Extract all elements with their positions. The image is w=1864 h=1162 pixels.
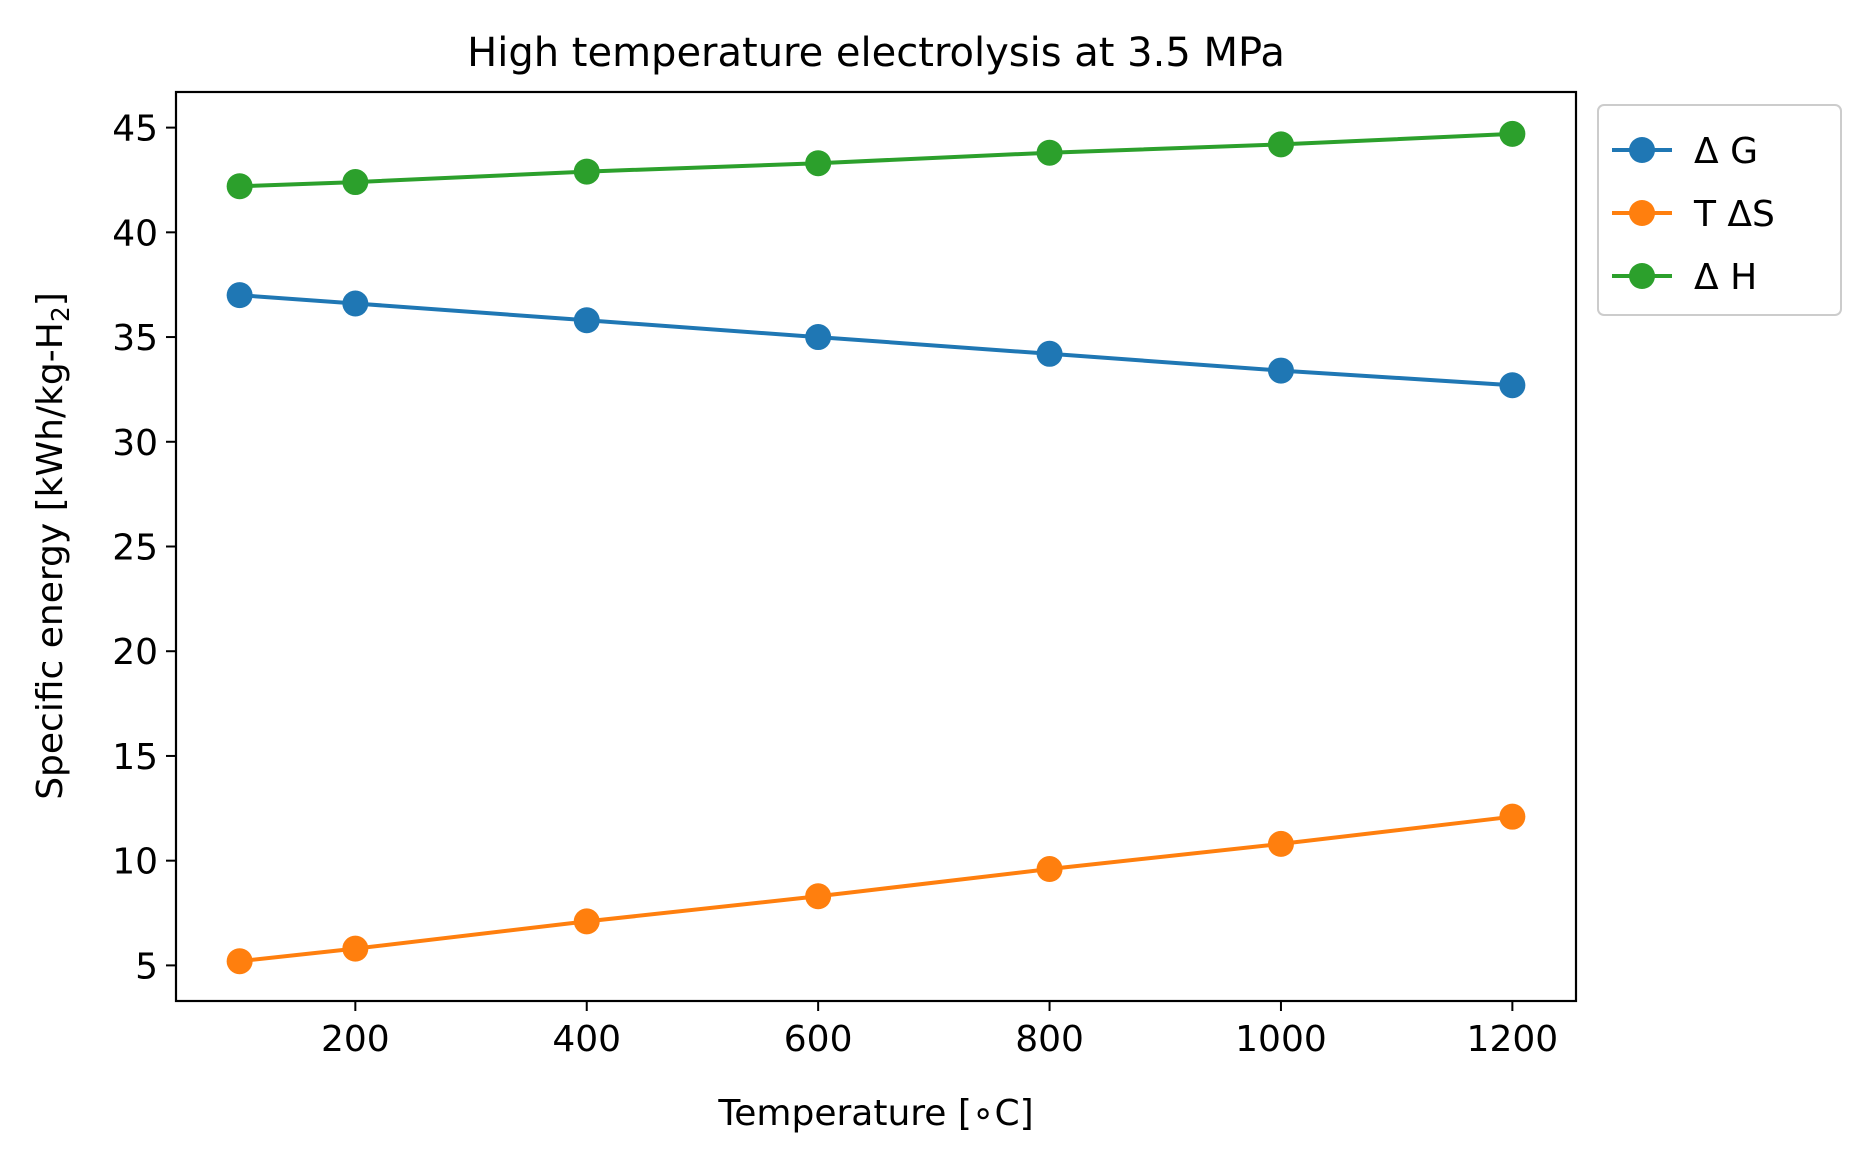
data-point [1499, 803, 1526, 830]
y-axis-label: Specific energy [kWh/kg-H2] [30, 292, 75, 800]
data-point [573, 908, 600, 935]
data-point [1036, 340, 1063, 367]
legend-items: Δ G T ΔS Δ H [1612, 131, 1775, 298]
legend-box [1597, 104, 1842, 316]
legend-item: Δ H [1612, 257, 1757, 298]
data-point [226, 282, 253, 309]
x-axis-label: Temperature [∘C] [717, 1093, 1033, 1134]
legend-label: Δ H [1694, 257, 1757, 298]
x-tick-label: 600 [784, 1019, 853, 1060]
x-tick-label: 1200 [1467, 1019, 1559, 1060]
x-tick-label: 1000 [1235, 1019, 1327, 1060]
plot-area [226, 120, 1526, 975]
legend-item: T ΔS [1612, 194, 1775, 235]
chart-title: High temperature electrolysis at 3.5 MPa [467, 30, 1285, 76]
y-tick-label: 20 [112, 632, 158, 673]
data-point [1267, 131, 1294, 158]
data-point [1267, 830, 1294, 857]
legend-label: Δ G [1694, 131, 1758, 172]
x-tick-label: 400 [552, 1019, 621, 1060]
data-point [805, 150, 832, 177]
legend-label: T ΔS [1693, 194, 1775, 235]
y-axis: 5 10 15 20 25 30 35 40 45 [112, 109, 176, 987]
legend-item: Δ G [1612, 131, 1758, 172]
data-point [342, 935, 369, 962]
y-tick-label: 30 [112, 423, 158, 464]
data-point [805, 324, 832, 351]
y-tick-label: 45 [112, 109, 158, 150]
y-tick-label: 5 [135, 946, 158, 987]
data-point [805, 883, 832, 910]
y-axis-label-main: Specific energy [kWh/kg-H [30, 322, 71, 800]
data-point [342, 290, 369, 317]
data-point [1267, 357, 1294, 384]
data-point [226, 173, 253, 200]
data-point [1036, 856, 1063, 883]
legend-marker [1629, 263, 1655, 289]
data-point [1036, 139, 1063, 166]
series-1 [226, 282, 1526, 399]
series-3 [226, 120, 1526, 200]
data-point [573, 158, 600, 185]
x-tick-label: 200 [321, 1019, 390, 1060]
x-axis: 200 400 600 800 1000 1200 [321, 1001, 1558, 1060]
data-point [573, 307, 600, 334]
series-2 [226, 803, 1526, 975]
y-tick-label: 25 [112, 528, 158, 569]
data-point [342, 169, 369, 196]
data-point [1499, 120, 1526, 147]
x-tick-label: 800 [1015, 1019, 1084, 1060]
y-axis-label-subscript: 2 [46, 306, 75, 322]
legend-marker [1629, 137, 1655, 163]
data-point [1499, 372, 1526, 399]
y-tick-label: 35 [112, 318, 158, 359]
y-tick-label: 15 [112, 737, 158, 778]
data-point [226, 948, 253, 975]
legend-marker [1629, 200, 1655, 226]
y-axis-label-end: ] [30, 292, 71, 306]
y-tick-label: 40 [112, 213, 158, 254]
legend: Δ G T ΔS Δ H [1597, 104, 1842, 316]
y-tick-label: 10 [112, 842, 158, 883]
